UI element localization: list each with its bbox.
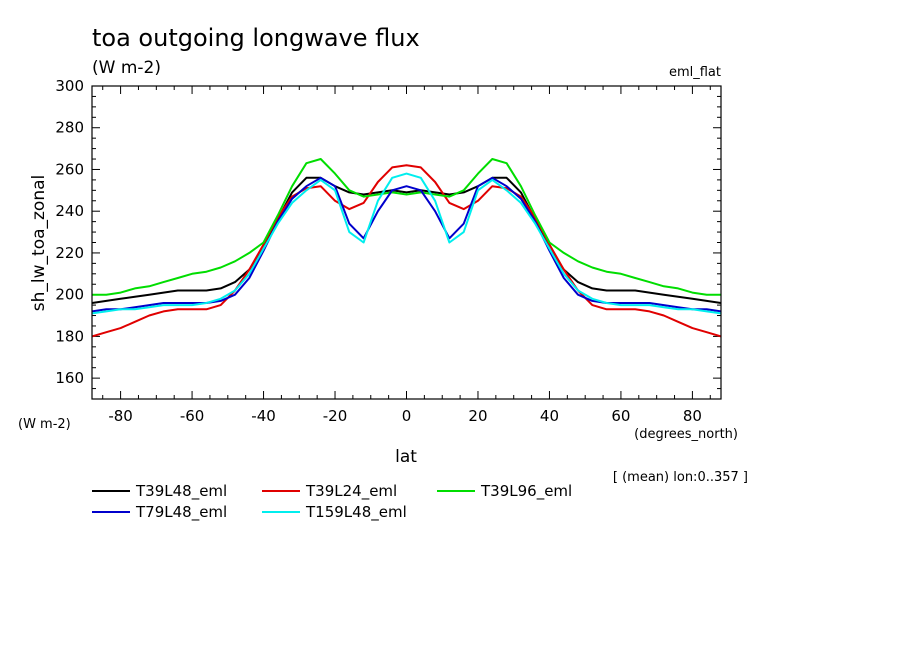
x-tick-label: -80 <box>108 407 133 425</box>
x-axis-label: lat <box>395 447 417 467</box>
x-tick-label: 60 <box>611 407 630 425</box>
experiment-label: eml_flat <box>669 65 721 80</box>
series-line-t39l96-eml <box>92 158 721 296</box>
y-tick-label: 200 <box>55 286 84 304</box>
mean-note: [ (mean) lon:0..357 ] <box>613 470 748 485</box>
x-tick-label: 20 <box>468 407 487 425</box>
legend-label: T159L48_eml <box>305 503 407 522</box>
series-line-t79l48-eml <box>92 176 721 313</box>
x-tick-label: 40 <box>540 407 559 425</box>
series-lines <box>92 158 721 338</box>
series-line-t159l48-eml <box>92 172 721 315</box>
y-tick-label: 180 <box>55 327 84 345</box>
x-tick-label: 80 <box>683 407 702 425</box>
legend-label: T39L24_eml <box>305 482 397 501</box>
legend-label: T39L96_eml <box>480 482 572 501</box>
legend-label: T79L48_eml <box>135 503 227 522</box>
series-line-t39l48-eml <box>92 176 721 304</box>
series-line-t39l24-eml <box>92 164 721 338</box>
x-tick-label: -20 <box>323 407 348 425</box>
x-tick-label: -60 <box>180 407 205 425</box>
x-tick-label: -40 <box>251 407 276 425</box>
y-tick-label: 160 <box>55 369 84 387</box>
y-tick-label: 280 <box>55 119 84 137</box>
chart-title: toa outgoing longwave flux <box>92 24 420 52</box>
x-tick-label: 0 <box>402 407 412 425</box>
x-axis-units: (degrees_north) <box>634 427 738 442</box>
y-tick-label: 300 <box>55 77 84 95</box>
y-tick-label: 240 <box>55 202 84 220</box>
y-axis-label: sh_lw_toa_zonal <box>29 175 49 311</box>
plot-frame <box>91 85 722 400</box>
axis-ticks: -80 -60 -40 -20 0 20 40 60 80 160 180 200 220 240 260 2… <box>55 77 721 425</box>
y-tick-label: 220 <box>55 244 84 262</box>
legend: T39L48_eml T39L24_eml T39L96_eml T79L48_eml… <box>92 482 572 522</box>
y-axis-units: (W m-2) <box>18 417 71 432</box>
y-tick-label: 260 <box>55 160 84 178</box>
legend-label: T39L48_eml <box>135 482 227 501</box>
chart-subtitle: (W m-2) <box>92 58 161 78</box>
